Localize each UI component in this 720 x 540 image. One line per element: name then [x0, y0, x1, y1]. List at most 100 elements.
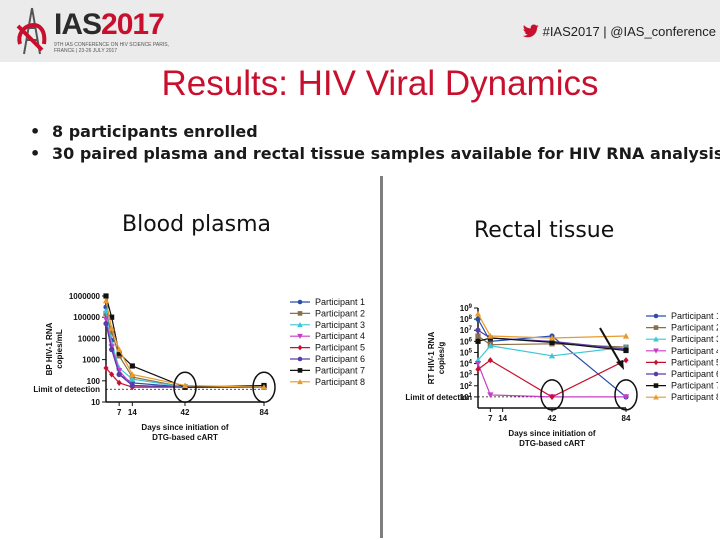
highlight-circle [614, 379, 638, 411]
series-line [477, 345, 627, 361]
data-point [297, 311, 303, 316]
legend-label: Participant 8 [315, 377, 365, 387]
x-tick-label: 7 [117, 408, 122, 417]
y-tick-label: 100000 [73, 313, 100, 322]
data-point [297, 368, 303, 373]
data-point [487, 357, 493, 364]
panel-divider [380, 176, 383, 538]
data-point [549, 339, 555, 346]
data-point [653, 336, 659, 342]
y-tick-label: 1000000 [69, 292, 101, 301]
x-tick-label: 42 [181, 408, 190, 417]
data-point [129, 363, 135, 369]
y-axis-title: BP HIV-1 RNA [45, 322, 54, 375]
bullet-text: 30 paired plasma and rectal tissue sampl… [52, 144, 720, 163]
y-tick-label: 10 [91, 398, 100, 407]
data-point [297, 379, 303, 385]
y-tick-label: 106 [460, 337, 473, 346]
data-point [108, 325, 115, 331]
legend-label: Participant 6 [671, 369, 718, 379]
legend-label: Participant 4 [315, 331, 365, 341]
data-point [623, 347, 629, 354]
arrow-line [599, 327, 623, 367]
data-point [116, 346, 123, 353]
header-bar: IAS2017 9TH IAS CONFERENCE ON HIV SCIENC… [0, 0, 720, 62]
y-tick-label: 103 [460, 371, 473, 380]
data-point [129, 376, 136, 382]
x-tick-label: 84 [260, 408, 269, 417]
y-tick-label: 104 [460, 360, 473, 369]
data-point [475, 366, 481, 373]
data-point [622, 394, 630, 400]
series-line [477, 337, 627, 352]
hashtag-label: #IAS2017 | @IAS_conference [542, 24, 716, 39]
data-point [116, 353, 122, 359]
data-point [653, 359, 659, 366]
x-axis-title: Days since initiation of [508, 429, 595, 438]
data-point [475, 316, 481, 322]
data-point [622, 332, 630, 339]
data-point [260, 384, 268, 390]
data-point [548, 352, 556, 359]
y-tick-label: 109 [460, 304, 473, 313]
legend-label: Participant 8 [671, 392, 718, 402]
x-axis-title: DTG-based cART [152, 433, 218, 442]
series-line [477, 313, 627, 339]
y-tick-label: 100 [87, 377, 101, 386]
x-tick-label: 42 [548, 414, 557, 423]
data-point [103, 293, 109, 299]
series-line [477, 318, 627, 398]
y-tick-exponent: 2 [469, 382, 473, 388]
data-point [487, 342, 494, 349]
legend-label: Participant 3 [671, 334, 718, 344]
logo-year-text: 2017 [101, 8, 165, 41]
highlight-circle [252, 371, 276, 403]
y-tick-exponent: 7 [469, 326, 473, 332]
data-point [102, 297, 110, 304]
legend-label: Participant 7 [315, 365, 365, 375]
bullet-item: • 30 paired plasma and rectal tissue samp… [30, 144, 720, 166]
data-point [653, 371, 659, 377]
y-tick-label: 101 [460, 393, 473, 402]
data-point [623, 357, 629, 364]
data-point [181, 382, 189, 389]
ias-logo: IAS2017 9TH IAS CONFERENCE ON HIV SCIENC… [12, 4, 172, 58]
data-point [129, 371, 136, 378]
lod-label: Limit of detection [405, 393, 472, 402]
data-point [297, 333, 303, 339]
y-tick-label: 105 [460, 348, 473, 357]
y-axis-title-units: copies/mL [55, 329, 64, 369]
logo-subtitle: 9TH IAS CONFERENCE ON HIV SCIENCE PARIS,… [54, 42, 169, 54]
data-point [474, 360, 482, 367]
data-point [297, 322, 303, 328]
y-tick-label: 1000 [82, 356, 100, 365]
x-axis-title: Days since initiation of [141, 423, 228, 432]
data-point [653, 313, 659, 319]
data-point [653, 383, 659, 388]
x-tick-label: 14 [128, 408, 137, 417]
twitter-bird-icon [522, 24, 539, 38]
y-tick-exponent: 5 [469, 348, 473, 354]
series-line [105, 300, 265, 388]
data-point [653, 325, 659, 330]
legend-label: Participant 6 [315, 354, 365, 364]
y-tick-exponent: 1 [469, 393, 473, 399]
legend-label: Participant 1 [315, 297, 365, 307]
x-axis-title: DTG-based cART [519, 439, 585, 446]
legend-label: Participant 1 [671, 311, 718, 321]
arrow-head [616, 360, 624, 370]
data-point [102, 316, 110, 323]
highlight-circle [173, 371, 197, 403]
data-point [475, 338, 481, 344]
highlight-circle [540, 379, 564, 411]
x-tick-label: 84 [622, 414, 631, 423]
legend-label: Participant 5 [315, 343, 365, 353]
series-participant-3 [102, 307, 268, 390]
data-point [653, 394, 659, 400]
series-line [105, 310, 264, 388]
legend-label: Participant 2 [671, 323, 718, 333]
lod-label: Limit of detection [33, 385, 100, 394]
data-point [653, 348, 659, 354]
bullet-text: 8 participants enrolled [52, 122, 258, 141]
data-point [297, 299, 303, 305]
